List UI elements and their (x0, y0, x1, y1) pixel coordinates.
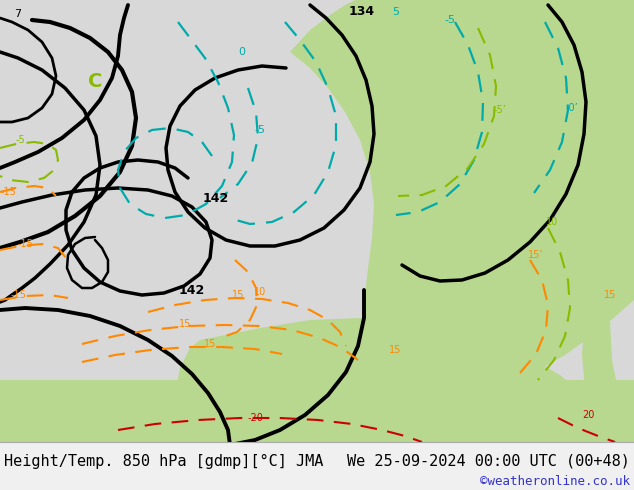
Text: 20: 20 (582, 410, 594, 420)
Text: -5: -5 (444, 15, 455, 25)
Polygon shape (0, 380, 634, 442)
Text: Height/Temp. 850 hPa [gdmp][°C] JMA: Height/Temp. 850 hPa [gdmp][°C] JMA (4, 454, 323, 469)
Text: -5’: -5’ (493, 105, 507, 115)
Text: 0: 0 (238, 47, 245, 57)
Text: ©weatheronline.co.uk: ©weatheronline.co.uk (480, 475, 630, 488)
Text: 15: 15 (179, 319, 191, 329)
Text: -5: -5 (15, 135, 25, 145)
Text: We 25-09-2024 00:00 UTC (00+48): We 25-09-2024 00:00 UTC (00+48) (347, 454, 630, 469)
Polygon shape (175, 318, 580, 442)
Text: -0’: -0’ (566, 103, 578, 113)
Text: -15: -15 (10, 290, 26, 300)
Polygon shape (548, 0, 634, 442)
Text: 134: 134 (349, 5, 375, 19)
Text: 10: 10 (546, 217, 558, 227)
Text: 15: 15 (604, 290, 616, 300)
Text: 15: 15 (389, 345, 401, 355)
Text: 142: 142 (203, 192, 229, 204)
Text: -15: -15 (17, 239, 33, 249)
Text: 5: 5 (392, 7, 399, 17)
Text: -15: -15 (0, 187, 16, 197)
Text: 10: 10 (254, 287, 266, 297)
Text: C: C (88, 73, 102, 92)
Text: 15’: 15’ (528, 250, 544, 260)
Polygon shape (290, 0, 634, 405)
Text: -5: -5 (254, 125, 266, 135)
Text: 15: 15 (232, 290, 244, 300)
Text: 7: 7 (15, 9, 22, 19)
Text: 15: 15 (204, 339, 216, 349)
Text: 142: 142 (179, 284, 205, 296)
Bar (0, 442, 634, 490)
Text: -20: -20 (247, 413, 263, 423)
